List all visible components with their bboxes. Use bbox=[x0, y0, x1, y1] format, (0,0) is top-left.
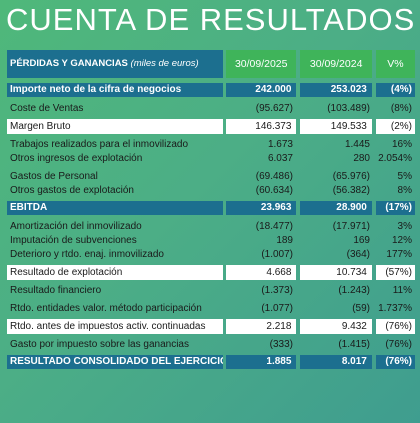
row-variation: 16% bbox=[391, 138, 412, 150]
row-label: Rtdo. antes de impuestos activ. continua… bbox=[7, 318, 223, 334]
row-value-2025: (1.373) bbox=[261, 284, 293, 296]
row-value-2024: 9.432 bbox=[300, 318, 372, 334]
row-variation: 3% bbox=[397, 220, 412, 232]
row-label: Otros ingresos de explotación bbox=[10, 152, 143, 164]
table-row: Resultado financiero (1.373) (1.243) 11% bbox=[7, 283, 415, 297]
table-row: Rtdo. entidades valor. método participac… bbox=[7, 301, 415, 315]
row-label: Resultado de explotación bbox=[7, 264, 223, 280]
row-variation: (17%) bbox=[375, 201, 415, 215]
row-variation: (2%) bbox=[375, 118, 415, 134]
row-variation: (4%) bbox=[375, 83, 415, 97]
row-value-2024: (1.415) bbox=[338, 338, 370, 350]
row-label: Deterioro y rtdo. enaj. inmovilizado bbox=[10, 248, 164, 260]
row-label: Amortización del inmovilizado bbox=[10, 220, 142, 232]
row-value-2025: 23.963 bbox=[226, 201, 297, 215]
row-variation: 177% bbox=[386, 248, 412, 260]
table-header: PÉRDIDAS Y GANANCIAS (miles de euros) 30… bbox=[7, 50, 415, 78]
header-title: PÉRDIDAS Y GANANCIAS bbox=[10, 58, 128, 69]
row-label: Otros gastos de explotación bbox=[10, 184, 134, 196]
row-label: Imputación de subvenciones bbox=[10, 234, 137, 246]
row-value-2024: (56.382) bbox=[332, 184, 370, 196]
row-value-2024: 28.900 bbox=[300, 201, 372, 215]
row-value-2024: 149.533 bbox=[300, 118, 372, 134]
row-label: RESULTADO CONSOLIDADO DEL EJERCICIO bbox=[7, 355, 223, 369]
row-value-2025: 146.373 bbox=[226, 118, 297, 134]
table-row: Otros ingresos de explotación 6.037 280 … bbox=[7, 151, 415, 165]
table-row: Otros gastos de explotación (60.634) (56… bbox=[7, 183, 415, 197]
row-value-2025: 6.037 bbox=[267, 152, 293, 164]
row-variation: (76%) bbox=[375, 318, 415, 334]
row-value-2025: 189 bbox=[276, 234, 293, 246]
table-row: Imputación de subvenciones 189 169 12% bbox=[7, 233, 415, 247]
row-value-2025: (18.477) bbox=[255, 220, 293, 232]
page-title: CUENTA DE RESULTADOS bbox=[6, 2, 416, 37]
row-label: EBITDA bbox=[7, 201, 223, 215]
row-label: Gastos de Personal bbox=[10, 170, 98, 182]
row-variation: 12% bbox=[391, 234, 412, 246]
table-row: RESULTADO CONSOLIDADO DEL EJERCICIO 1.88… bbox=[7, 355, 415, 369]
row-value-2025: (1.077) bbox=[261, 302, 293, 314]
table-row: Coste de Ventas (95.627) (103.489) (8%) bbox=[7, 101, 415, 115]
table-row: Deterioro y rtdo. enaj. inmovilizado (1.… bbox=[7, 247, 415, 261]
row-value-2025: (1.007) bbox=[261, 248, 293, 260]
row-variation: 5% bbox=[397, 170, 412, 182]
row-variation: 1.737% bbox=[378, 302, 412, 314]
row-value-2025: 4.668 bbox=[226, 264, 297, 280]
row-label: Resultado financiero bbox=[10, 284, 102, 296]
row-variation: (76%) bbox=[375, 355, 415, 369]
table-row: Gasto por impuesto sobre las ganancias (… bbox=[7, 337, 415, 351]
header-unit: (miles de euros) bbox=[130, 58, 199, 69]
header-label: PÉRDIDAS Y GANANCIAS (miles de euros) bbox=[7, 50, 223, 78]
row-value-2025: 1.673 bbox=[267, 138, 293, 150]
row-value-2024: 280 bbox=[353, 152, 370, 164]
row-value-2025: 2.218 bbox=[226, 318, 297, 334]
row-value-2024: (17.971) bbox=[332, 220, 370, 232]
row-label: Gasto por impuesto sobre las ganancias bbox=[10, 338, 189, 350]
header-col-2024: 30/09/2024 bbox=[300, 50, 372, 78]
row-variation: (57%) bbox=[375, 264, 415, 280]
table-row: Rtdo. antes de impuestos activ. continua… bbox=[7, 318, 415, 334]
row-value-2024: 8.017 bbox=[300, 355, 372, 369]
row-value-2024: (364) bbox=[346, 248, 370, 260]
row-label: Rtdo. entidades valor. método participac… bbox=[10, 302, 202, 314]
header-col-variation: V% bbox=[375, 50, 415, 78]
row-value-2024: 169 bbox=[353, 234, 370, 246]
row-value-2024: 1.445 bbox=[344, 138, 370, 150]
row-label: Trabajos realizados para el inmovilizado bbox=[10, 138, 189, 150]
row-variation: 11% bbox=[392, 284, 412, 296]
row-value-2024: 253.023 bbox=[300, 83, 372, 97]
row-variation: (76%) bbox=[385, 338, 412, 350]
row-variation: 2.054% bbox=[378, 152, 412, 164]
table-row: Trabajos realizados para el inmovilizado… bbox=[7, 137, 415, 151]
row-variation: 8% bbox=[397, 184, 412, 196]
table-row: Amortización del inmovilizado (18.477) (… bbox=[7, 219, 415, 233]
table-row: Margen Bruto 146.373 149.533 (2%) bbox=[7, 118, 415, 134]
row-value-2025: 242.000 bbox=[226, 83, 297, 97]
row-value-2024: 10.734 bbox=[300, 264, 372, 280]
row-value-2025: (333) bbox=[269, 338, 293, 350]
row-label: Margen Bruto bbox=[7, 118, 223, 134]
row-value-2024: (103.489) bbox=[327, 102, 370, 114]
row-variation: (8%) bbox=[390, 102, 412, 114]
row-value-2024: (65.976) bbox=[332, 170, 370, 182]
table-row: Importe neto de la cifra de negocios 242… bbox=[7, 83, 415, 97]
income-statement-table: PÉRDIDAS Y GANANCIAS (miles de euros) 30… bbox=[7, 50, 415, 369]
row-value-2025: (69.486) bbox=[255, 170, 293, 182]
row-value-2025: (60.634) bbox=[255, 184, 293, 196]
table-row: EBITDA 23.963 28.900 (17%) bbox=[7, 201, 415, 215]
row-value-2024: (59) bbox=[352, 302, 370, 314]
table-row: Gastos de Personal (69.486) (65.976) 5% bbox=[7, 169, 415, 183]
row-value-2025: 1.885 bbox=[226, 355, 297, 369]
row-value-2025: (95.627) bbox=[255, 102, 293, 114]
table-row: Resultado de explotación 4.668 10.734 (5… bbox=[7, 264, 415, 280]
row-label: Importe neto de la cifra de negocios bbox=[7, 83, 223, 97]
row-value-2024: (1.243) bbox=[338, 284, 370, 296]
row-label: Coste de Ventas bbox=[10, 102, 84, 114]
header-col-2025: 30/09/2025 bbox=[226, 50, 297, 78]
